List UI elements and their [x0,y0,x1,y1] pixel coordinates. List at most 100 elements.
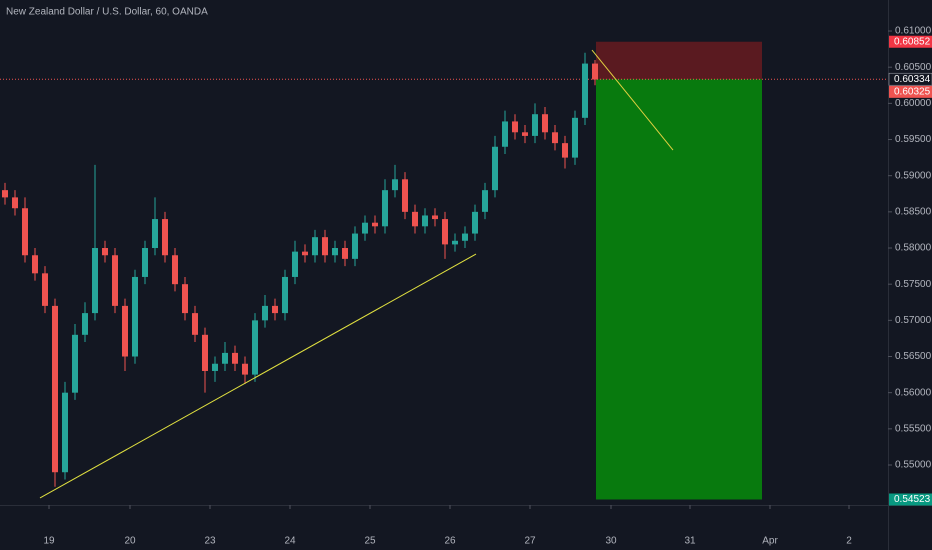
candle-body [82,313,88,335]
x-tick-label: Apr [762,536,778,547]
candle-body [52,305,58,473]
candle-body [12,197,18,209]
y-tick-label: 0.55000 [895,460,932,471]
y-tick-label: 0.60000 [895,98,932,109]
candle-body [262,305,268,321]
x-tick-label: 24 [284,536,296,547]
chart-title: New Zealand Dollar / U.S. Dollar, 60, OA… [6,7,208,18]
x-tick-label: 27 [524,536,536,547]
candle-body [112,255,118,306]
candle-body [542,114,548,133]
candle-body [302,251,308,256]
candle-body [132,276,138,357]
candle-body [182,284,188,314]
candle-body [572,117,578,158]
candle-body [282,276,288,314]
candle-body [42,273,48,306]
x-tick-label: 2 [846,536,852,547]
candle-body [162,219,168,256]
candle-body [452,240,458,245]
candle-body [142,248,148,277]
x-tick-label: 31 [684,536,696,547]
candle-body [152,219,158,249]
y-tick-label: 0.59000 [895,170,932,181]
candle-body [512,121,518,133]
y-tick-label: 0.56000 [895,387,932,398]
price-tag-label: 0.60334 [894,74,931,85]
candle-body [342,248,348,259]
price-tag [888,72,932,86]
candle-body [442,219,448,245]
x-tick-label: 23 [204,536,216,547]
price-tag [889,493,932,506]
candle-body [312,237,318,256]
candle-body [292,251,298,277]
stop-zone [596,41,762,80]
candle-body [552,132,558,144]
x-tick-label: 26 [444,536,456,547]
candle-body [22,208,28,256]
price-tag-label: 0.54523 [894,494,931,505]
candle-body [462,233,468,241]
candle-body [92,248,98,314]
target-zone [596,79,762,500]
candle-body [472,211,478,234]
candle-body [232,352,238,364]
x-tick-label: 25 [364,536,376,547]
candle-body [532,114,538,136]
y-tick-label: 0.55500 [895,423,932,434]
price-tag [889,85,932,98]
price-tag-label: 0.60325 [894,86,931,97]
candle-body [382,190,388,227]
candle-body [102,248,108,256]
candle-body [422,215,428,227]
x-tick-label: 20 [124,536,136,547]
candle-body [202,334,208,371]
candle-body [492,146,498,191]
candle-body [122,305,128,357]
candle-body [372,222,378,227]
candle-body [212,363,218,371]
candle-body [72,334,78,393]
candle-body [252,320,258,375]
candle-body [392,179,398,191]
candle-body [362,222,368,234]
candle-body [352,233,358,259]
candle-body [402,179,408,212]
candle-body [62,392,68,473]
y-tick-label: 0.56500 [895,351,932,362]
price-tag [889,35,932,48]
candle-body [322,237,328,256]
x-tick-label: 30 [605,536,617,547]
candle-body [2,190,8,198]
y-tick-label: 0.60500 [895,62,932,73]
candle-body [192,313,198,335]
y-tick-label: 0.57000 [895,315,932,326]
y-tick-label: 0.59500 [895,134,932,145]
trend-line [39,253,477,499]
candle-body [272,305,278,314]
candle-body [522,132,528,136]
candle-body [502,121,508,147]
candle-body [432,215,438,220]
candle-body [562,143,568,158]
candle-body [172,255,178,285]
candle-body [242,363,248,375]
trend-line [591,49,674,151]
y-tick-label: 0.58500 [895,206,932,217]
candle-body [222,352,228,364]
x-tick-label: 19 [43,536,55,547]
candle-body [482,190,488,212]
price-tag-label: 0.60852 [894,36,931,47]
candle-body [592,63,598,80]
candle-body [332,248,338,256]
y-tick-label: 0.58000 [895,243,932,254]
candle-body [412,211,418,227]
candle-body [32,255,38,274]
y-tick-label: 0.57500 [895,279,932,290]
y-tick-label: 0.61000 [895,26,932,37]
candle-body [582,63,588,118]
